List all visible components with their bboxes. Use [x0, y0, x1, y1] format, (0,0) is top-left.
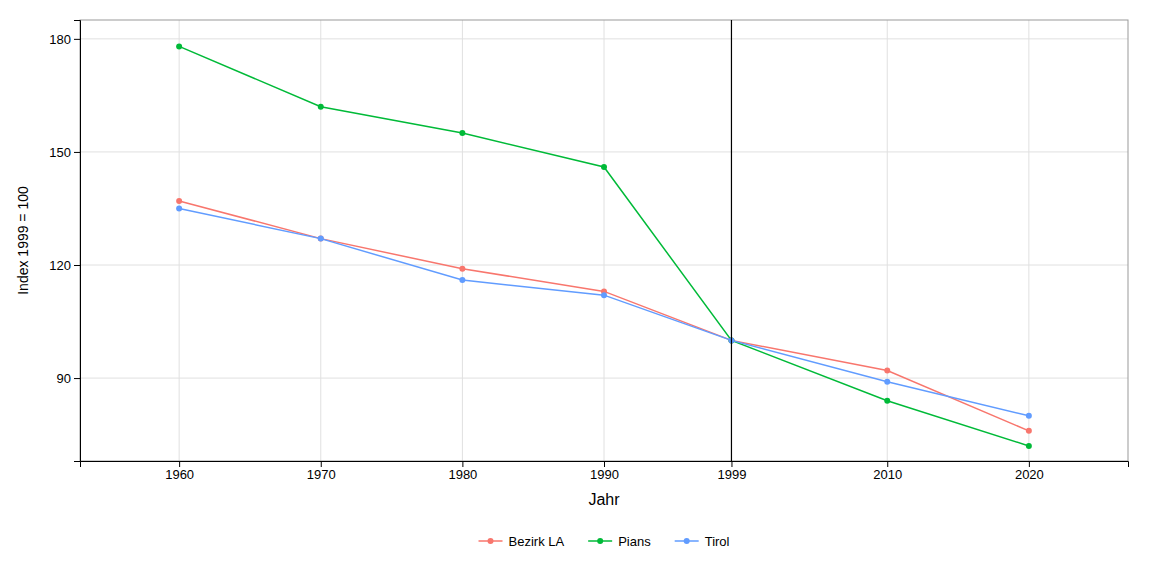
- series: [176, 43, 1032, 449]
- x-axis-line: [81, 462, 1129, 468]
- y-grid-line: [80, 151, 1128, 152]
- x-tick-label: 1990: [590, 467, 619, 482]
- series-point: [459, 266, 465, 272]
- y-tick: 180: [49, 32, 80, 47]
- y-tick-mark: [74, 39, 80, 40]
- series-point: [176, 43, 182, 49]
- legend-swatch-point: [597, 538, 603, 544]
- series-point: [459, 277, 465, 283]
- x-grid-line: [1028, 20, 1029, 461]
- reference-line: [731, 20, 732, 461]
- x-tick-mark: [1029, 461, 1030, 467]
- x-tick-label: 1960: [165, 467, 194, 482]
- y-tick-label: 120: [49, 258, 71, 273]
- series-point: [601, 164, 607, 170]
- x-tick-mark: [604, 461, 605, 467]
- x-tick: 1980: [448, 461, 477, 482]
- x-tick-mark: [179, 461, 180, 467]
- y-axis-line: [74, 21, 81, 462]
- x-tick: 1990: [590, 461, 619, 482]
- chart-container: 1960 1970 1980 1990 1999 2010 2020 90 120 150 180 J…: [0, 0, 1152, 576]
- series-line: [179, 46, 1029, 446]
- y-axis: 90 120 150 180: [49, 21, 80, 462]
- series-point: [884, 368, 890, 374]
- legend-item: Pians: [588, 534, 651, 549]
- series-point: [884, 398, 890, 404]
- series-point: [1026, 443, 1032, 449]
- y-tick-label: 180: [49, 32, 71, 47]
- x-tick: 2010: [873, 461, 902, 482]
- x-axis: 1960 1970 1980 1990 1999 2010 2020: [81, 461, 1129, 482]
- series: [176, 198, 1032, 434]
- series: [176, 205, 1032, 418]
- x-grid-line: [731, 20, 732, 461]
- x-grid-line: [887, 20, 888, 461]
- plot-frame: [80, 20, 1128, 461]
- y-grid-line: [80, 265, 1128, 266]
- series-point: [176, 205, 182, 211]
- x-tick-mark: [321, 461, 322, 467]
- chart: 1960 1970 1980 1990 1999 2010 2020 90 120 150 180 J…: [0, 0, 1152, 576]
- y-tick-label: 150: [49, 145, 71, 160]
- legend-item: Bezirk LA: [479, 534, 565, 549]
- y-grid-line: [80, 378, 1128, 379]
- x-tick-mark: [731, 461, 732, 467]
- series-line: [179, 208, 1029, 415]
- grid: [80, 20, 1128, 461]
- y-tick: 90: [57, 371, 80, 386]
- legend-label: Pians: [618, 534, 651, 549]
- y-tick: 150: [49, 145, 80, 160]
- x-tick: 1999: [717, 461, 746, 482]
- series-point: [601, 292, 607, 298]
- x-tick: 1960: [165, 461, 194, 482]
- legend: Bezirk LA Pians Tirol: [479, 534, 730, 549]
- legend-swatch-point: [684, 538, 690, 544]
- series-point: [884, 379, 890, 385]
- series-point: [1026, 413, 1032, 419]
- y-grid-line: [80, 38, 1128, 39]
- x-tick-mark: [887, 461, 888, 467]
- x-grid-line: [462, 20, 463, 461]
- x-tick-label: 1999: [717, 467, 746, 482]
- series-point: [318, 236, 324, 242]
- series-point: [176, 198, 182, 204]
- x-grid-line: [179, 20, 180, 461]
- x-tick-label: 1980: [448, 467, 477, 482]
- x-grid-line: [604, 20, 605, 461]
- legend-label: Tirol: [705, 534, 730, 549]
- y-tick-mark: [74, 265, 80, 266]
- y-tick-label: 90: [57, 371, 71, 386]
- series-point: [318, 236, 324, 242]
- x-tick-label: 2020: [1015, 467, 1044, 482]
- x-tick-label: 2010: [873, 467, 902, 482]
- x-tick: 2020: [1015, 461, 1044, 482]
- y-tick-mark: [74, 378, 80, 379]
- plot: 1960 1970 1980 1990 1999 2010 2020 90 120 150 180 J…: [15, 20, 1129, 508]
- legend-label: Bezirk LA: [509, 534, 565, 549]
- series-line: [179, 201, 1029, 431]
- y-tick: 120: [49, 258, 80, 273]
- marks: [176, 20, 1032, 461]
- x-tick: 1970: [307, 461, 336, 482]
- series-point: [1026, 428, 1032, 434]
- series-point: [318, 104, 324, 110]
- legend-item: Tirol: [675, 534, 730, 549]
- legend-swatch-point: [488, 538, 494, 544]
- x-tick-label: 1970: [307, 467, 336, 482]
- x-tick-mark: [462, 461, 463, 467]
- y-tick-mark: [74, 152, 80, 153]
- y-axis-title: Index 1999 = 100: [15, 186, 31, 295]
- x-axis-title: Jahr: [588, 491, 620, 508]
- series-point: [459, 130, 465, 136]
